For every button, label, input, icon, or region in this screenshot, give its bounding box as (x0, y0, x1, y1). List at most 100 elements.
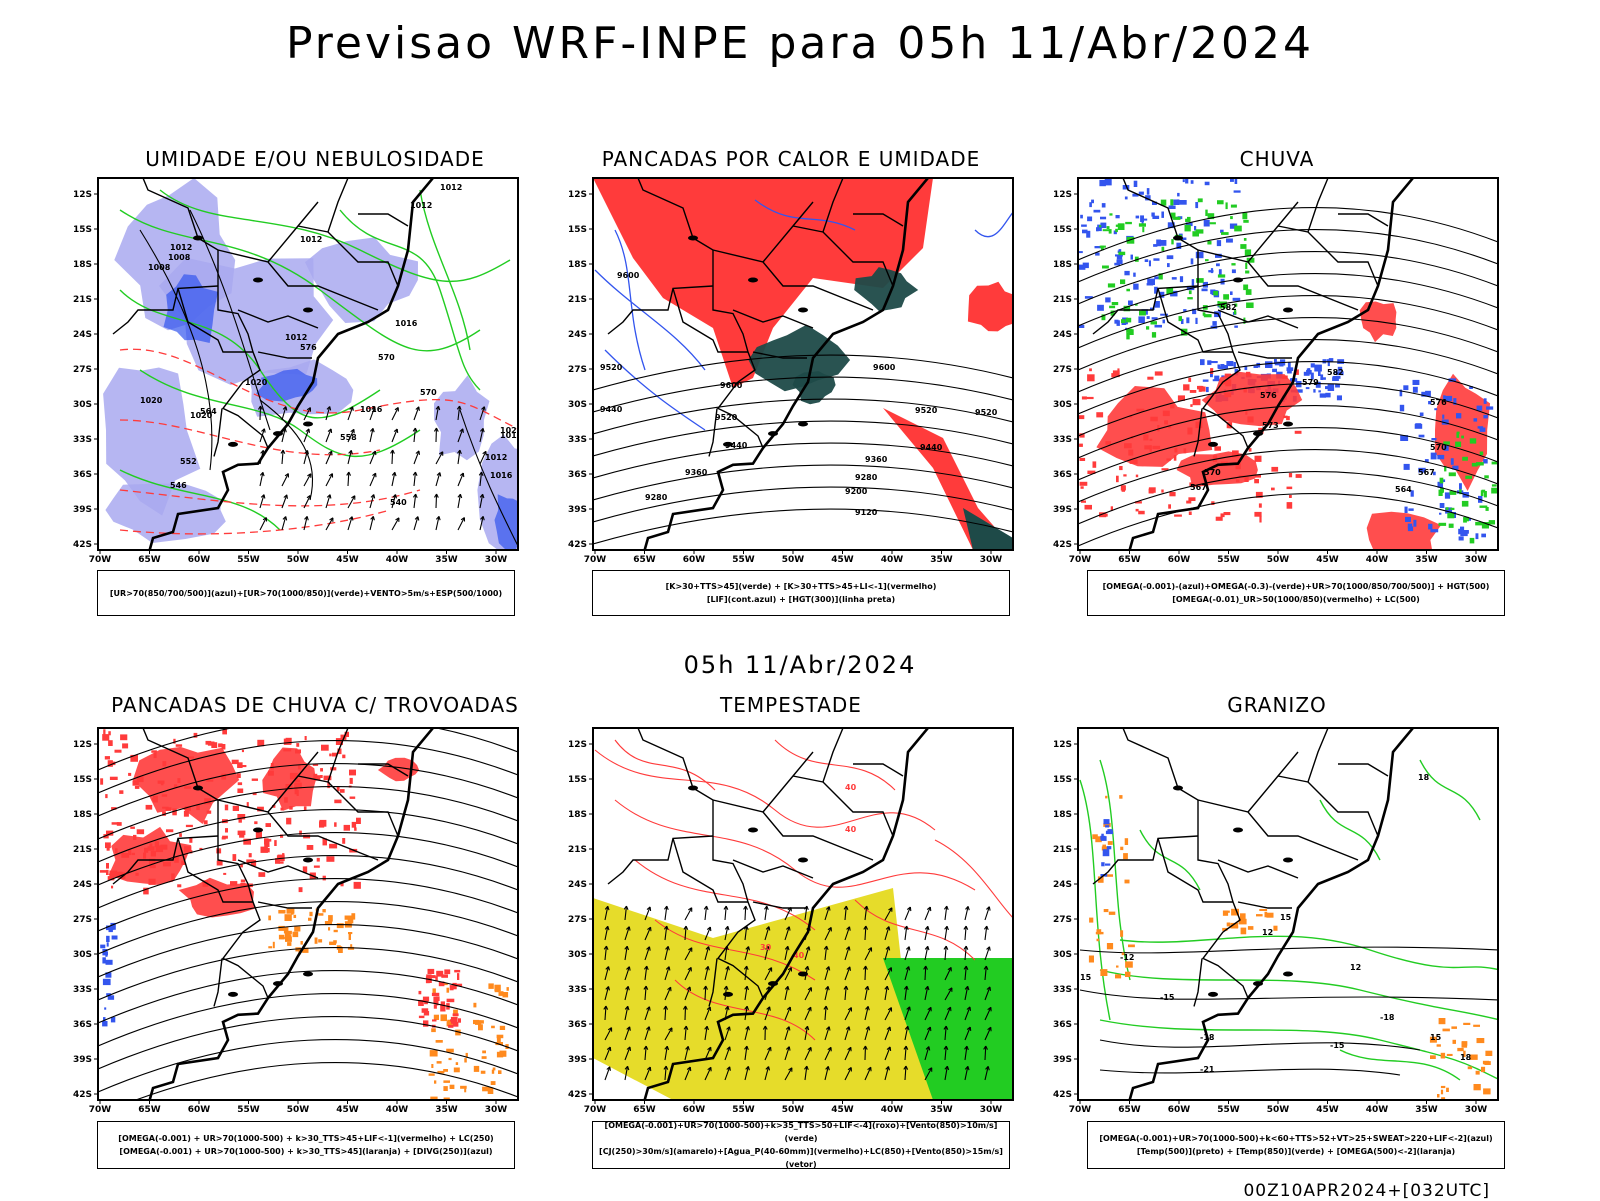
lon-label: 60W (683, 1105, 706, 1115)
lon-label: 30W (485, 555, 508, 565)
legend-pancadas-calor: [K>30+TTS>45](verde) + [K>30+TTS>45+LI<-… (592, 570, 1010, 616)
speckle (1190, 390, 1197, 393)
speckle (1149, 487, 1156, 493)
legend-tempestade: [OMEGA(-0.001)+UR>70(1000-500)+k>35_TTS>… (592, 1121, 1010, 1169)
speckle (208, 742, 215, 746)
contour-label: 1008 (168, 253, 191, 262)
speckle (1405, 517, 1411, 522)
speckle (1089, 956, 1094, 963)
lon-label: 45W (1316, 555, 1339, 565)
lon-label: 55W (237, 555, 260, 565)
speckle (1087, 397, 1094, 399)
speckle (1191, 180, 1194, 184)
speckle (305, 736, 307, 740)
lon-label: 65W (1118, 1105, 1141, 1115)
speckle (105, 794, 107, 798)
speckle (441, 1014, 448, 1021)
speckle (1196, 278, 1204, 283)
speckle (1103, 229, 1111, 231)
speckle (1170, 199, 1173, 205)
speckle (1211, 361, 1218, 363)
contour-label: 579 (1302, 378, 1319, 387)
speckle (223, 873, 226, 875)
speckle (318, 913, 323, 916)
speckle (456, 1062, 458, 1065)
speckle (1213, 291, 1218, 296)
speckle (1079, 444, 1083, 447)
speckle (249, 853, 252, 857)
speckle (342, 755, 345, 759)
speckle (135, 786, 140, 789)
contour-label: 9520 (915, 406, 938, 415)
wind-vector (685, 1006, 686, 1020)
speckle (268, 946, 272, 948)
contour-label: 9600 (617, 271, 640, 280)
speckle (1484, 475, 1489, 478)
lon-label: 35W (435, 555, 458, 565)
speckle (106, 960, 113, 965)
lat-label: 42S (568, 540, 587, 550)
speckle (1153, 258, 1159, 261)
speckle (464, 1089, 466, 1093)
speckle (1240, 244, 1246, 249)
contour-label: 15 (1080, 973, 1092, 982)
contour-label: 9440 (920, 443, 943, 452)
speckle (186, 825, 193, 827)
speckle (1216, 263, 1220, 266)
speckle (1105, 825, 1109, 827)
speckle (1196, 252, 1204, 258)
speckle (1484, 1061, 1490, 1065)
speckle (460, 1086, 467, 1089)
lake (1208, 442, 1218, 447)
speckle (1121, 282, 1124, 284)
lake (253, 278, 263, 283)
lon-label: 70W (1069, 555, 1092, 565)
contour-label: 1020 (245, 378, 268, 387)
speckle (1188, 378, 1191, 382)
speckle (102, 734, 109, 741)
contour-label: 564 (200, 407, 217, 416)
speckle (1226, 361, 1233, 366)
speckle (1101, 862, 1104, 866)
speckle (1125, 222, 1132, 224)
speckle (1119, 795, 1122, 799)
speckle (494, 985, 500, 992)
speckle (1089, 202, 1092, 207)
speckle (1195, 202, 1198, 208)
speckle (233, 806, 239, 811)
speckle (1428, 524, 1432, 530)
lat-label: 24S (1053, 330, 1072, 340)
speckle (1195, 318, 1197, 324)
speckle (497, 1038, 501, 1042)
speckle (1096, 932, 1104, 934)
speckle (1446, 1088, 1449, 1092)
speckle (1449, 524, 1454, 528)
lat-label: 36S (73, 470, 92, 480)
speckle (315, 938, 318, 944)
speckle (320, 775, 323, 778)
lon-label: 35W (1415, 555, 1438, 565)
speckle (329, 844, 337, 849)
speckle (1463, 1023, 1470, 1025)
speckle (1125, 961, 1133, 967)
speckle (1404, 464, 1410, 470)
lake (768, 431, 778, 436)
lon-label: 35W (930, 555, 953, 565)
lon-label: 55W (237, 1105, 260, 1115)
lon-label: 35W (930, 1105, 953, 1115)
speckle (307, 845, 314, 850)
speckle (1147, 316, 1150, 319)
speckle (1295, 431, 1302, 434)
lon-label: 65W (1118, 555, 1141, 565)
speckle (1474, 1084, 1481, 1090)
speckle (1246, 303, 1254, 309)
contour-label: 1016 (395, 319, 418, 328)
lake (1283, 858, 1293, 863)
speckle (279, 861, 284, 863)
speckle (1481, 534, 1486, 538)
speckle (309, 912, 312, 916)
speckle (1287, 367, 1294, 371)
speckle (1470, 538, 1475, 544)
speckle (1255, 456, 1262, 462)
lat-label: 18S (1053, 260, 1072, 270)
